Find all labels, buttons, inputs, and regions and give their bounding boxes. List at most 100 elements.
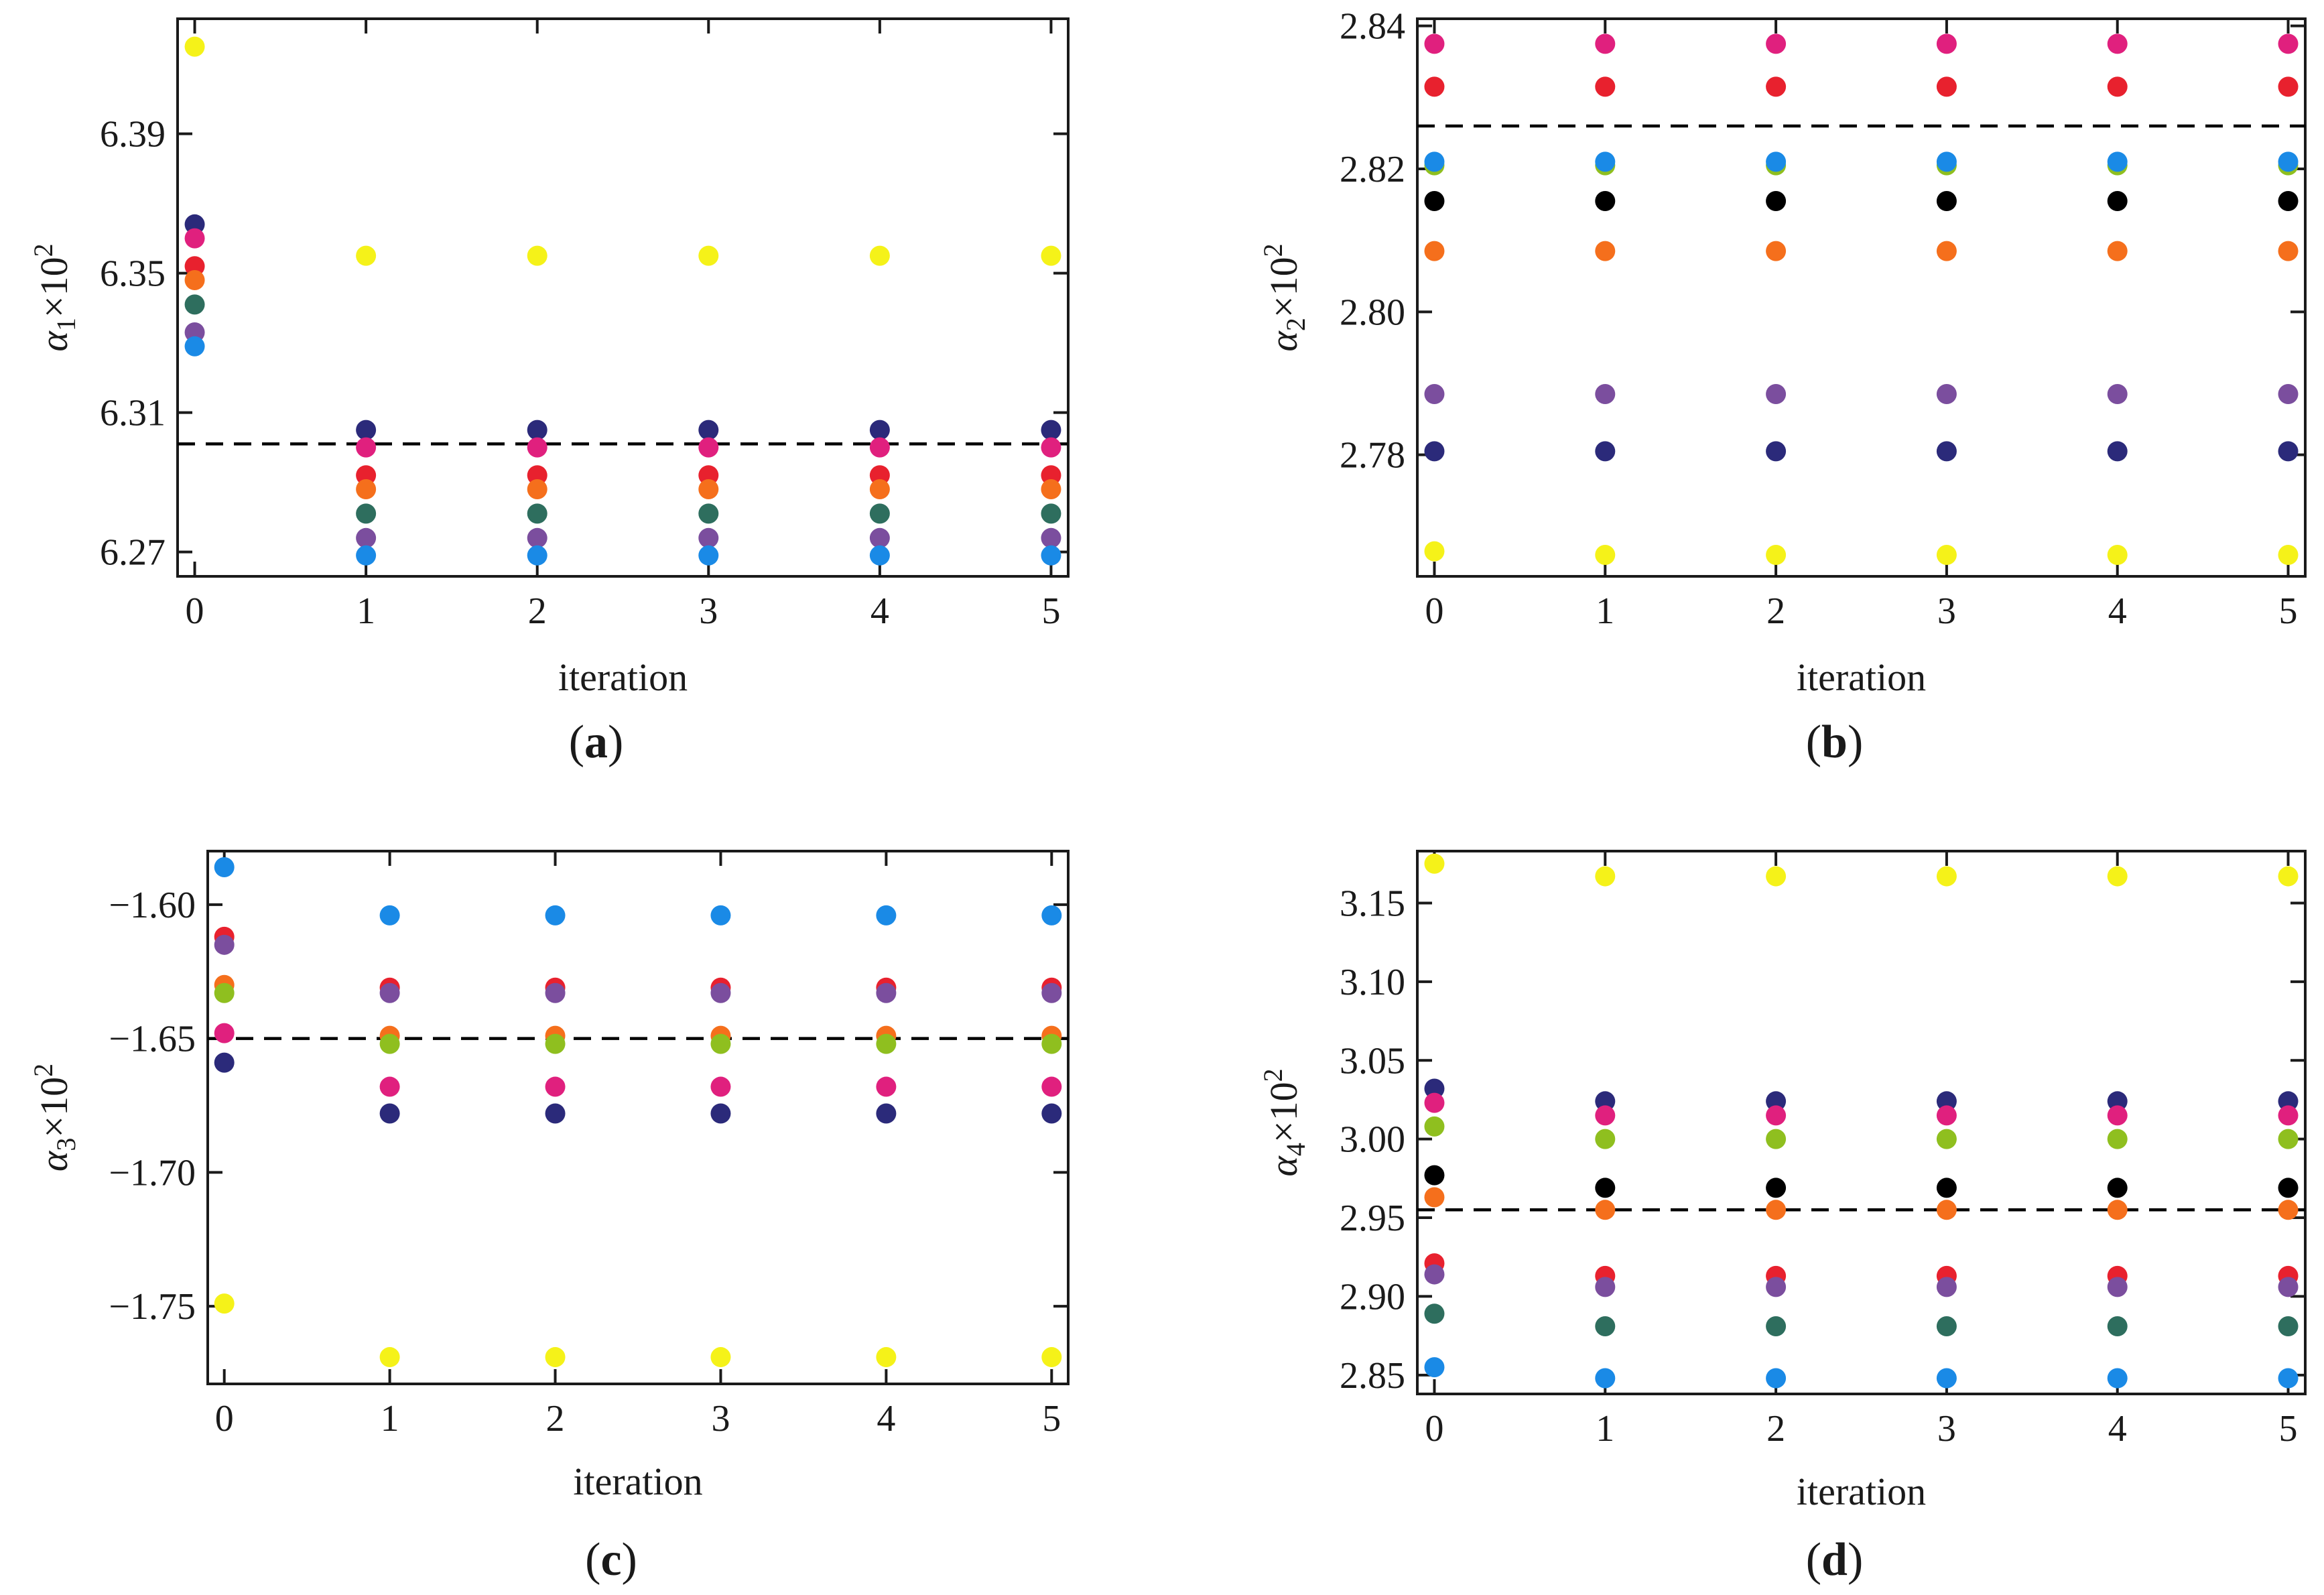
x-tick-label: 4 (2108, 1408, 2127, 1450)
data-point-blue (1595, 151, 1616, 172)
y-tick-label: 3.05 (1340, 1040, 1405, 1082)
data-point-olive (1936, 1129, 1957, 1149)
data-point-black (1595, 1177, 1616, 1198)
data-point-teal (184, 294, 205, 315)
x-tick-label: 5 (1042, 1398, 1061, 1440)
x-axis-label: iteration (1797, 1470, 1926, 1513)
data-point-purple (356, 527, 377, 548)
data-point-pink (379, 1076, 400, 1097)
data-point-yellow (379, 1347, 400, 1368)
data-point-pink (2107, 1105, 2128, 1126)
x-tick-label: 3 (1937, 1408, 1956, 1450)
data-point-pink (2107, 34, 2128, 54)
data-point-olive (1424, 1116, 1445, 1137)
data-point-navy (698, 420, 719, 440)
data-point-red (2107, 76, 2128, 97)
data-point-purple (1041, 982, 1062, 1003)
data-point-olive (214, 982, 235, 1003)
data-point-yellow (1766, 866, 1787, 887)
data-point-navy (184, 214, 205, 235)
data-point-red (184, 256, 205, 277)
x-tick-label: 0 (1425, 590, 1443, 632)
data-point-pink (214, 1023, 235, 1043)
data-point-purple (527, 527, 547, 548)
y-tick-label: 6.39 (100, 114, 166, 155)
x-tick-label: 5 (2279, 1408, 2298, 1450)
panel-label-letter: c (600, 1534, 621, 1586)
data-point-olive (1041, 1033, 1062, 1054)
x-tick-label: 1 (1596, 590, 1614, 632)
y-axis-suffix: ×10 (32, 257, 76, 318)
data-point-blue (1936, 1368, 1957, 1389)
data-point-blue (545, 905, 566, 926)
data-point-yellow (1595, 545, 1616, 565)
x-tick-label: 1 (357, 590, 375, 632)
data-point-red (1424, 76, 1445, 97)
data-point-navy (527, 420, 547, 440)
data-point-blue (379, 905, 400, 926)
x-tick-label: 3 (699, 590, 718, 632)
data-point-blue (214, 856, 235, 877)
y-tick-label: 2.78 (1340, 435, 1405, 476)
data-point-red (1595, 76, 1616, 97)
data-point-red (1936, 76, 1957, 97)
data-point-olive (710, 1033, 731, 1054)
data-point-pink (1595, 1105, 1616, 1126)
data-point-pink (869, 437, 890, 458)
data-point-olive (545, 1033, 566, 1054)
data-point-navy (214, 1052, 235, 1073)
data-point-orange (1424, 241, 1445, 261)
data-point-purple (1936, 384, 1957, 404)
data-point-yellow (1766, 545, 1787, 565)
data-point-navy (1424, 1078, 1445, 1099)
data-point-yellow (1424, 853, 1445, 874)
data-point-yellow (876, 1347, 897, 1368)
y-axis-superscript: 2 (28, 243, 58, 257)
x-tick-label: 2 (1766, 1408, 1785, 1450)
x-tick-label: 4 (877, 1398, 895, 1440)
y-axis-suffix: ×10 (1262, 257, 1305, 318)
data-point-pink (1424, 34, 1445, 54)
data-point-black (1936, 1177, 1957, 1198)
data-point-pink (1936, 34, 1957, 54)
y-tick-label: 6.35 (100, 253, 166, 295)
data-point-yellow (698, 245, 719, 266)
data-point-orange (2107, 1200, 2128, 1220)
panel-label-letter: d (1821, 1534, 1848, 1586)
data-point-purple (214, 934, 235, 955)
data-point-black (1424, 1165, 1445, 1186)
x-tick-label: 0 (1425, 1408, 1443, 1450)
data-point-yellow (214, 1293, 235, 1314)
data-point-teal (698, 503, 719, 524)
data-point-blue (698, 545, 719, 566)
data-point-navy (710, 1103, 731, 1124)
data-point-navy (2107, 1091, 2128, 1112)
data-point-navy (1766, 1091, 1787, 1112)
x-axis-label: iteration (558, 655, 688, 699)
data-point-blue (876, 905, 897, 926)
x-axis-label: iteration (1797, 655, 1926, 699)
data-point-yellow (2107, 866, 2128, 887)
data-point-purple (1936, 1277, 1957, 1297)
x-tick-label: 4 (2108, 590, 2127, 632)
data-point-blue (1424, 1357, 1445, 1378)
y-axis-subscript: 4 (1281, 1143, 1311, 1156)
panel-label: (d) (1806, 1534, 1864, 1586)
x-tick-label: 2 (1766, 590, 1785, 632)
y-tick-label: 2.82 (1340, 149, 1405, 190)
y-tick-label: 6.31 (100, 393, 166, 434)
plot-frame (176, 17, 1070, 578)
panel-label: (c) (585, 1534, 637, 1586)
data-point-black (2278, 1177, 2299, 1198)
data-point-black (2278, 191, 2299, 211)
data-point-yellow (356, 245, 377, 266)
data-point-purple (1595, 1277, 1616, 1297)
y-axis-subscript: 2 (1281, 318, 1311, 331)
y-tick-label: −1.65 (109, 1019, 196, 1060)
x-tick-label: 2 (546, 1398, 565, 1440)
data-point-pink (2278, 34, 2299, 54)
data-point-purple (1766, 384, 1787, 404)
data-point-olive (1766, 1129, 1787, 1149)
data-point-olive (1595, 1129, 1616, 1149)
